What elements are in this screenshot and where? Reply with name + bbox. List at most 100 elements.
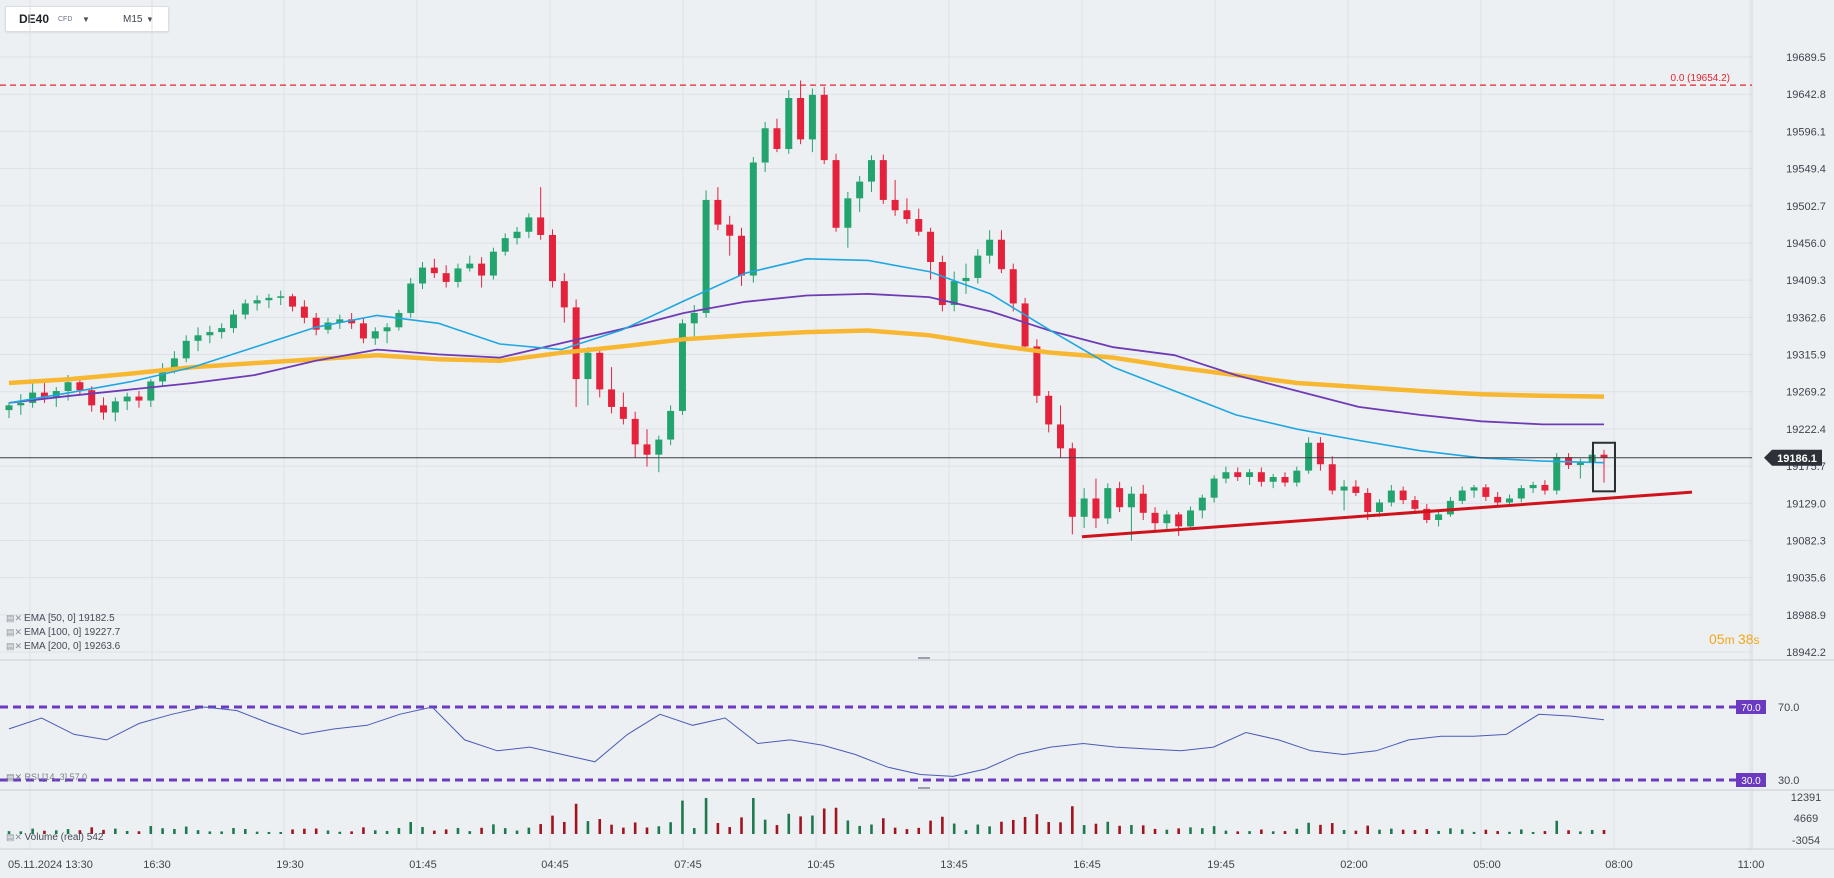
candle-body <box>1435 514 1443 520</box>
candle <box>667 405 675 446</box>
candle-body <box>1009 269 1017 304</box>
candle <box>1021 297 1029 352</box>
candle <box>135 391 143 408</box>
volume-bar <box>409 822 413 834</box>
candle-body <box>832 160 840 228</box>
candle <box>1068 442 1076 535</box>
candle <box>997 230 1005 274</box>
candle <box>844 191 852 248</box>
time-tick-label: 05:00 <box>1473 859 1501 871</box>
symbol-dropdown-icon[interactable]: ▼ <box>82 15 90 24</box>
candle-body <box>159 368 167 382</box>
volume-axis-label: 12391 <box>1791 792 1822 804</box>
candle <box>560 273 568 323</box>
time-tick-label: 13:45 <box>940 859 968 871</box>
candle-body <box>348 319 356 324</box>
candle-body <box>1517 488 1525 499</box>
candle-body <box>371 331 379 339</box>
volume-bar <box>456 827 460 834</box>
candle <box>1435 510 1443 527</box>
volume-bar <box>574 803 578 834</box>
candle-body <box>1092 498 1100 519</box>
volume-bar <box>976 824 980 834</box>
candle <box>785 90 793 154</box>
volume-bar <box>19 831 23 834</box>
candle-body <box>206 332 214 336</box>
indicator-settings-icon[interactable]: ▤✕ <box>6 772 25 782</box>
candle <box>1175 512 1183 536</box>
candle-body <box>761 128 769 163</box>
indicator-settings-icon[interactable]: ▤✕ <box>6 613 23 623</box>
candle <box>289 293 297 312</box>
candle <box>194 327 202 352</box>
volume-bar <box>1011 819 1015 834</box>
candle <box>1340 480 1348 511</box>
candle-body <box>1576 462 1584 466</box>
candle-body <box>1198 497 1206 511</box>
volume-bar <box>1342 829 1346 834</box>
volume-bar <box>1366 825 1370 834</box>
volume-bar <box>681 800 684 834</box>
volume-bar <box>1224 830 1228 834</box>
candle-body <box>1057 424 1065 449</box>
countdown-minutes: 05 <box>1709 631 1725 647</box>
time-tick-label: 08:00 <box>1605 859 1633 871</box>
candle-body <box>1364 492 1372 513</box>
candle-body <box>548 234 556 282</box>
volume-bar <box>881 818 885 834</box>
indicator-settings-icon[interactable]: ▤✕ <box>6 641 23 651</box>
volume-bar <box>184 826 188 834</box>
candle-body <box>194 335 202 341</box>
volume-bar <box>633 822 637 834</box>
candle-body <box>1186 510 1194 527</box>
volume-bar <box>291 829 294 834</box>
candle-body <box>300 306 308 318</box>
candle <box>1529 481 1537 493</box>
candle-body <box>785 98 793 149</box>
volume-bar <box>1035 814 1039 834</box>
volume-legend-label: Volume (real) 542 <box>24 832 104 843</box>
volume-bar <box>1602 829 1606 834</box>
instrument-selector[interactable]: DE40 CFD ▼ M15 ▼ <box>5 6 169 32</box>
candle-body <box>489 251 497 276</box>
timeframe-dropdown-icon[interactable]: ▼ <box>146 15 154 24</box>
candle <box>442 265 450 288</box>
candle-body <box>1494 496 1502 503</box>
candle-body <box>667 410 675 440</box>
candle <box>383 323 391 344</box>
volume-bar <box>1047 822 1051 834</box>
volume-bar <box>941 816 944 834</box>
volume-bar <box>1437 830 1440 834</box>
candle <box>478 257 486 288</box>
volume-bar <box>421 826 424 834</box>
indicator-settings-icon[interactable]: ▤✕ <box>6 832 25 842</box>
candle <box>797 80 805 145</box>
volume-bar <box>137 831 141 834</box>
candle <box>17 394 25 415</box>
candle <box>253 295 261 311</box>
candle <box>218 323 226 339</box>
candle <box>359 317 367 344</box>
candle <box>927 227 935 280</box>
candle-body <box>1458 490 1466 501</box>
candle-body <box>537 217 545 235</box>
volume-bar <box>125 830 129 834</box>
candle <box>1293 466 1301 487</box>
volume-bar <box>1295 828 1299 834</box>
candle <box>1246 469 1254 485</box>
volume-bar <box>1212 826 1216 834</box>
volume-bar <box>870 824 873 834</box>
timeframe-label[interactable]: M15 <box>123 14 143 25</box>
candle <box>1328 456 1336 495</box>
candle-body <box>241 303 249 315</box>
rsi-band-value: 70.0 <box>1741 703 1761 714</box>
volume-bar <box>232 828 235 834</box>
price-tick-label: 19456.0 <box>1786 238 1826 250</box>
candle <box>548 229 556 288</box>
indicator-settings-icon[interactable]: ▤✕ <box>6 627 23 637</box>
volume-bar <box>267 831 271 834</box>
candle <box>395 309 403 331</box>
volume-bar <box>1579 831 1582 834</box>
candle-body <box>986 239 994 256</box>
